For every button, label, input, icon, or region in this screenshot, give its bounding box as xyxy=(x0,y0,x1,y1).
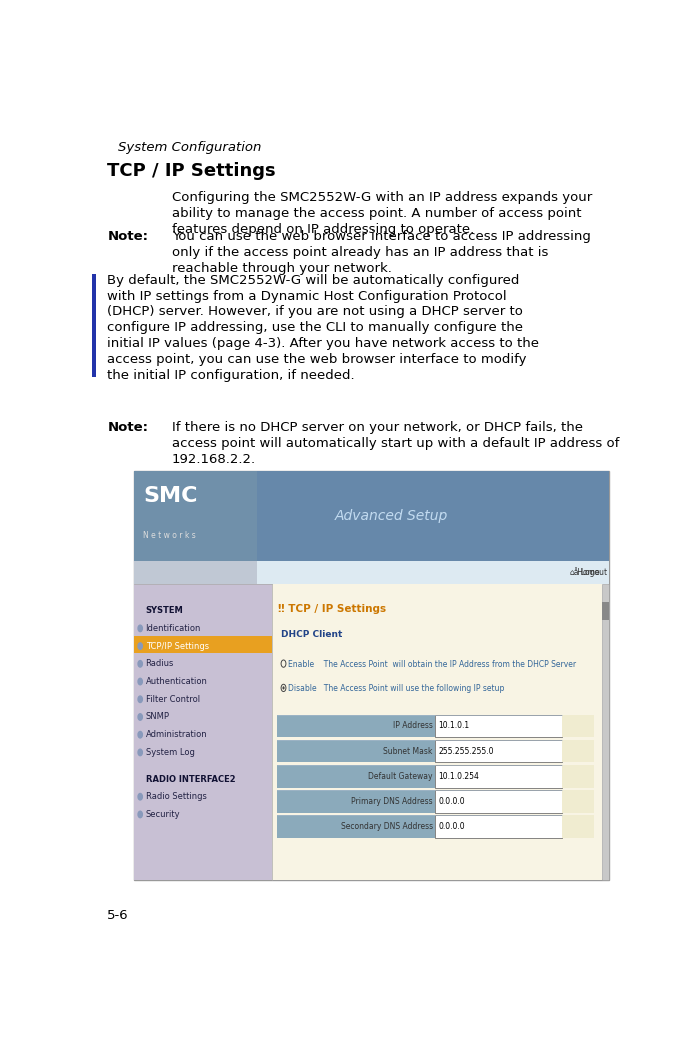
Bar xyxy=(277,765,435,788)
Text: Primary DNS Address: Primary DNS Address xyxy=(351,796,433,806)
Circle shape xyxy=(138,661,142,667)
Bar xyxy=(133,470,610,879)
Text: System Log: System Log xyxy=(145,748,195,757)
Text: 10.1.0.254: 10.1.0.254 xyxy=(439,772,480,781)
Circle shape xyxy=(138,679,142,685)
Text: Identification: Identification xyxy=(145,624,201,633)
Bar xyxy=(435,765,562,788)
Bar xyxy=(133,584,272,879)
Text: 255.255.255.0: 255.255.255.0 xyxy=(439,747,494,755)
Text: DHCP Client: DHCP Client xyxy=(281,630,343,640)
Circle shape xyxy=(138,643,142,649)
Text: Administration: Administration xyxy=(145,730,207,740)
Bar xyxy=(277,815,435,837)
Text: You can use the web browser interface to access IP addressing: You can use the web browser interface to… xyxy=(172,230,591,243)
Circle shape xyxy=(138,731,142,737)
Text: features depend on IP addressing to operate.: features depend on IP addressing to oper… xyxy=(172,223,474,236)
Bar xyxy=(133,470,257,561)
Text: configure IP addressing, use the CLI to manually configure the: configure IP addressing, use the CLI to … xyxy=(107,321,523,335)
Circle shape xyxy=(138,696,142,703)
Text: å Logout: å Logout xyxy=(569,567,607,578)
Text: TCP/IP Settings: TCP/IP Settings xyxy=(145,642,208,650)
Circle shape xyxy=(138,713,142,721)
Text: reachable through your network.: reachable through your network. xyxy=(172,262,392,275)
Text: Configuring the SMC2552W-G with an IP address expands your: Configuring the SMC2552W-G with an IP ad… xyxy=(172,191,592,204)
Bar xyxy=(435,740,562,763)
Text: 192.168.2.2.: 192.168.2.2. xyxy=(172,452,256,466)
Text: Filter Control: Filter Control xyxy=(145,694,199,704)
Text: Radio Settings: Radio Settings xyxy=(145,792,206,802)
Bar xyxy=(562,740,594,763)
Text: 5-6: 5-6 xyxy=(107,909,129,922)
Bar xyxy=(562,714,594,737)
Text: ‼ TCP / IP Settings: ‼ TCP / IP Settings xyxy=(278,605,386,614)
Text: Note:: Note: xyxy=(107,230,148,243)
Bar xyxy=(435,714,562,737)
Text: System Configuration: System Configuration xyxy=(118,141,261,154)
Text: IP Address: IP Address xyxy=(393,722,433,730)
Text: By default, the SMC2552W-G will be automatically configured: By default, the SMC2552W-G will be autom… xyxy=(107,274,520,286)
Text: Disable   The Access Point will use the following IP setup: Disable The Access Point will use the fo… xyxy=(288,684,504,693)
Text: Advanced Setup: Advanced Setup xyxy=(334,508,448,523)
Bar xyxy=(272,584,602,879)
Circle shape xyxy=(138,625,142,631)
Bar xyxy=(602,602,610,620)
Text: Subnet Mask: Subnet Mask xyxy=(383,747,433,755)
Bar xyxy=(257,561,610,584)
Text: the initial IP configuration, if needed.: the initial IP configuration, if needed. xyxy=(107,369,355,382)
Text: Secondary DNS Address: Secondary DNS Address xyxy=(341,822,433,831)
Text: access point, you can use the web browser interface to modify: access point, you can use the web browse… xyxy=(107,353,527,366)
Bar xyxy=(277,740,435,763)
Text: 10.1.0.1: 10.1.0.1 xyxy=(439,722,470,730)
Bar xyxy=(562,790,594,812)
Circle shape xyxy=(138,811,142,817)
Text: Radius: Radius xyxy=(145,660,174,668)
Text: ⌂ Home: ⌂ Home xyxy=(570,568,600,576)
Text: RADIO INTERFACE2: RADIO INTERFACE2 xyxy=(145,774,235,784)
Text: Default Gateway: Default Gateway xyxy=(368,772,433,781)
Text: only if the access point already has an IP address that is: only if the access point already has an … xyxy=(172,246,548,259)
Bar xyxy=(133,470,610,561)
Circle shape xyxy=(282,686,284,689)
Text: N e t w o r k s: N e t w o r k s xyxy=(143,531,196,540)
Bar xyxy=(133,636,272,652)
Text: 0.0.0.0: 0.0.0.0 xyxy=(439,796,465,806)
Text: (DHCP) server. However, if you are not using a DHCP server to: (DHCP) server. However, if you are not u… xyxy=(107,305,523,319)
Text: ability to manage the access point. A number of access point: ability to manage the access point. A nu… xyxy=(172,207,582,220)
Bar xyxy=(435,790,562,812)
Text: with IP settings from a Dynamic Host Configuration Protocol: with IP settings from a Dynamic Host Con… xyxy=(107,289,507,303)
Bar xyxy=(92,274,96,378)
Bar xyxy=(277,790,435,812)
Bar xyxy=(562,765,594,788)
Bar xyxy=(602,584,610,879)
Text: access point will automatically start up with a default IP address of: access point will automatically start up… xyxy=(172,437,619,450)
Bar xyxy=(435,815,562,837)
Text: TCP / IP Settings: TCP / IP Settings xyxy=(107,162,276,180)
Text: initial IP values (page 4-3). After you have network access to the: initial IP values (page 4-3). After you … xyxy=(107,337,539,350)
Text: Authentication: Authentication xyxy=(145,677,208,686)
Circle shape xyxy=(138,749,142,755)
Text: Enable    The Access Point  will obtain the IP Address from the DHCP Server: Enable The Access Point will obtain the … xyxy=(288,660,576,669)
Text: 0.0.0.0: 0.0.0.0 xyxy=(439,822,465,831)
Bar xyxy=(277,714,435,737)
Bar xyxy=(562,815,594,837)
Bar xyxy=(133,561,257,584)
Text: SYSTEM: SYSTEM xyxy=(145,606,183,615)
Text: Note:: Note: xyxy=(107,421,148,434)
Text: SNMP: SNMP xyxy=(145,712,170,722)
Circle shape xyxy=(138,793,142,800)
Text: If there is no DHCP server on your network, or DHCP fails, the: If there is no DHCP server on your netwo… xyxy=(172,421,583,434)
Text: Security: Security xyxy=(145,810,180,818)
Text: SMC: SMC xyxy=(143,486,198,506)
